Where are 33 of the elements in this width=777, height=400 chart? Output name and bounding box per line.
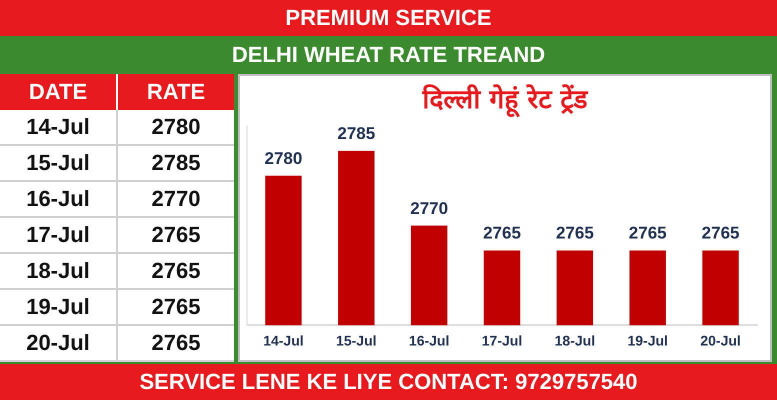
text: 2765 <box>118 218 234 254</box>
text: 18-Jul <box>0 254 118 290</box>
chart-subtitle: DELHI WHEAT RATE TREAND <box>230 41 546 69</box>
chart-title: दिल्ली गेहूं रेट ट्रेंड <box>421 83 590 116</box>
text: 14-Jul <box>0 110 118 146</box>
text: 15-Jul <box>0 146 118 182</box>
data-label: 2765 <box>628 224 667 243</box>
text: PREMIUM SERVICE <box>0 0 777 36</box>
text: 19-Jul <box>0 290 118 326</box>
text: 16-Jul <box>0 182 118 218</box>
data-label: 2765 <box>556 224 594 243</box>
x-tick-label: 18-Jul <box>554 332 596 348</box>
data-label: 2770 <box>410 198 448 218</box>
x-tick-label: 14-Jul <box>263 332 304 348</box>
data-label: 2785 <box>337 124 376 144</box>
x-tick-label: 17-Jul <box>482 332 522 348</box>
x-tick-label: 16-Jul <box>408 332 450 348</box>
text: 2765 <box>118 290 234 326</box>
text: DATE <box>0 74 118 110</box>
text: 2770 <box>118 182 234 218</box>
text: 2765 <box>118 326 234 362</box>
data-label: 2780 <box>264 148 302 168</box>
text: 2765 <box>118 254 234 290</box>
x-tick-label: 19-Jul <box>627 332 668 348</box>
text: 2785 <box>118 146 234 182</box>
text: 2780 <box>118 110 234 146</box>
x-tick-label: 15-Jul <box>336 332 377 348</box>
x-tick-label: 20-Jul <box>700 332 741 348</box>
text: RATE <box>146 78 206 106</box>
text: SERVICE LENE KE LIYE CONTACT: 9729757540 <box>0 364 777 400</box>
data-label: 2765 <box>483 224 521 243</box>
text: 17-Jul <box>0 218 118 254</box>
data-label: 2765 <box>702 224 740 243</box>
